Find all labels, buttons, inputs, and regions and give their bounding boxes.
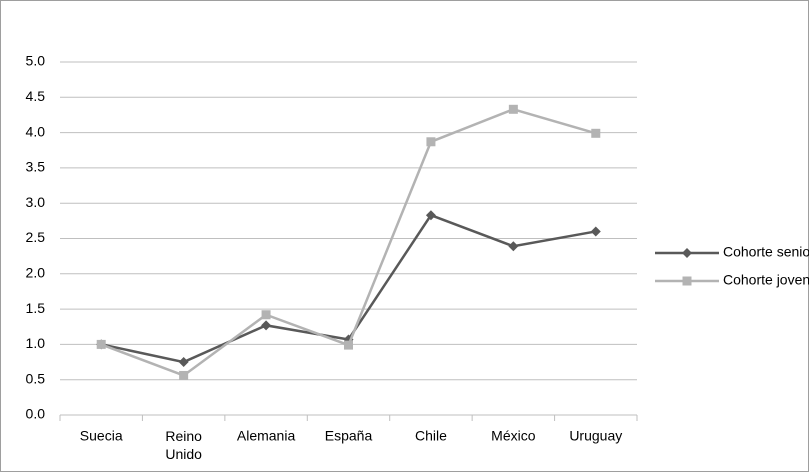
data-point	[508, 241, 519, 252]
data-point	[590, 226, 601, 237]
y-tick-label: 0.0	[26, 406, 46, 422]
data-point	[426, 137, 436, 147]
y-tick-label: 0.5	[26, 370, 46, 386]
y-tick-label: 4.5	[26, 88, 46, 104]
data-point	[425, 210, 436, 221]
y-tick-label: 1.0	[26, 335, 46, 351]
x-tick-label: México	[491, 428, 536, 444]
y-tick-label: 5.0	[26, 53, 46, 69]
data-point	[508, 104, 518, 114]
data-point	[178, 357, 189, 368]
data-point	[261, 320, 272, 331]
x-tick-label: Reino Unido	[165, 428, 202, 462]
x-tick-label: Chile	[415, 428, 447, 444]
x-tick-label: Alemania	[237, 428, 296, 444]
y-tick-label: 3.0	[26, 194, 46, 210]
x-tick-label: Suecia	[80, 428, 123, 444]
x-tick-label: Uruguay	[569, 428, 622, 444]
y-tick-label: 2.5	[26, 229, 46, 245]
legend-marker	[682, 248, 692, 258]
data-point	[179, 370, 189, 380]
legend-marker	[682, 276, 692, 286]
data-point	[344, 340, 353, 350]
x-tick-label: España	[325, 428, 373, 444]
y-tick-label: 4.0	[26, 123, 46, 139]
legend-label: Cohorte joven	[723, 272, 809, 288]
y-tick-label: 3.5	[26, 159, 46, 175]
legend-label: Cohorte senior	[723, 244, 809, 260]
data-point	[591, 128, 601, 138]
y-tick-label: 1.5	[26, 300, 46, 316]
data-point	[96, 339, 106, 349]
data-point	[261, 310, 271, 320]
y-tick-label: 2.0	[26, 265, 46, 281]
